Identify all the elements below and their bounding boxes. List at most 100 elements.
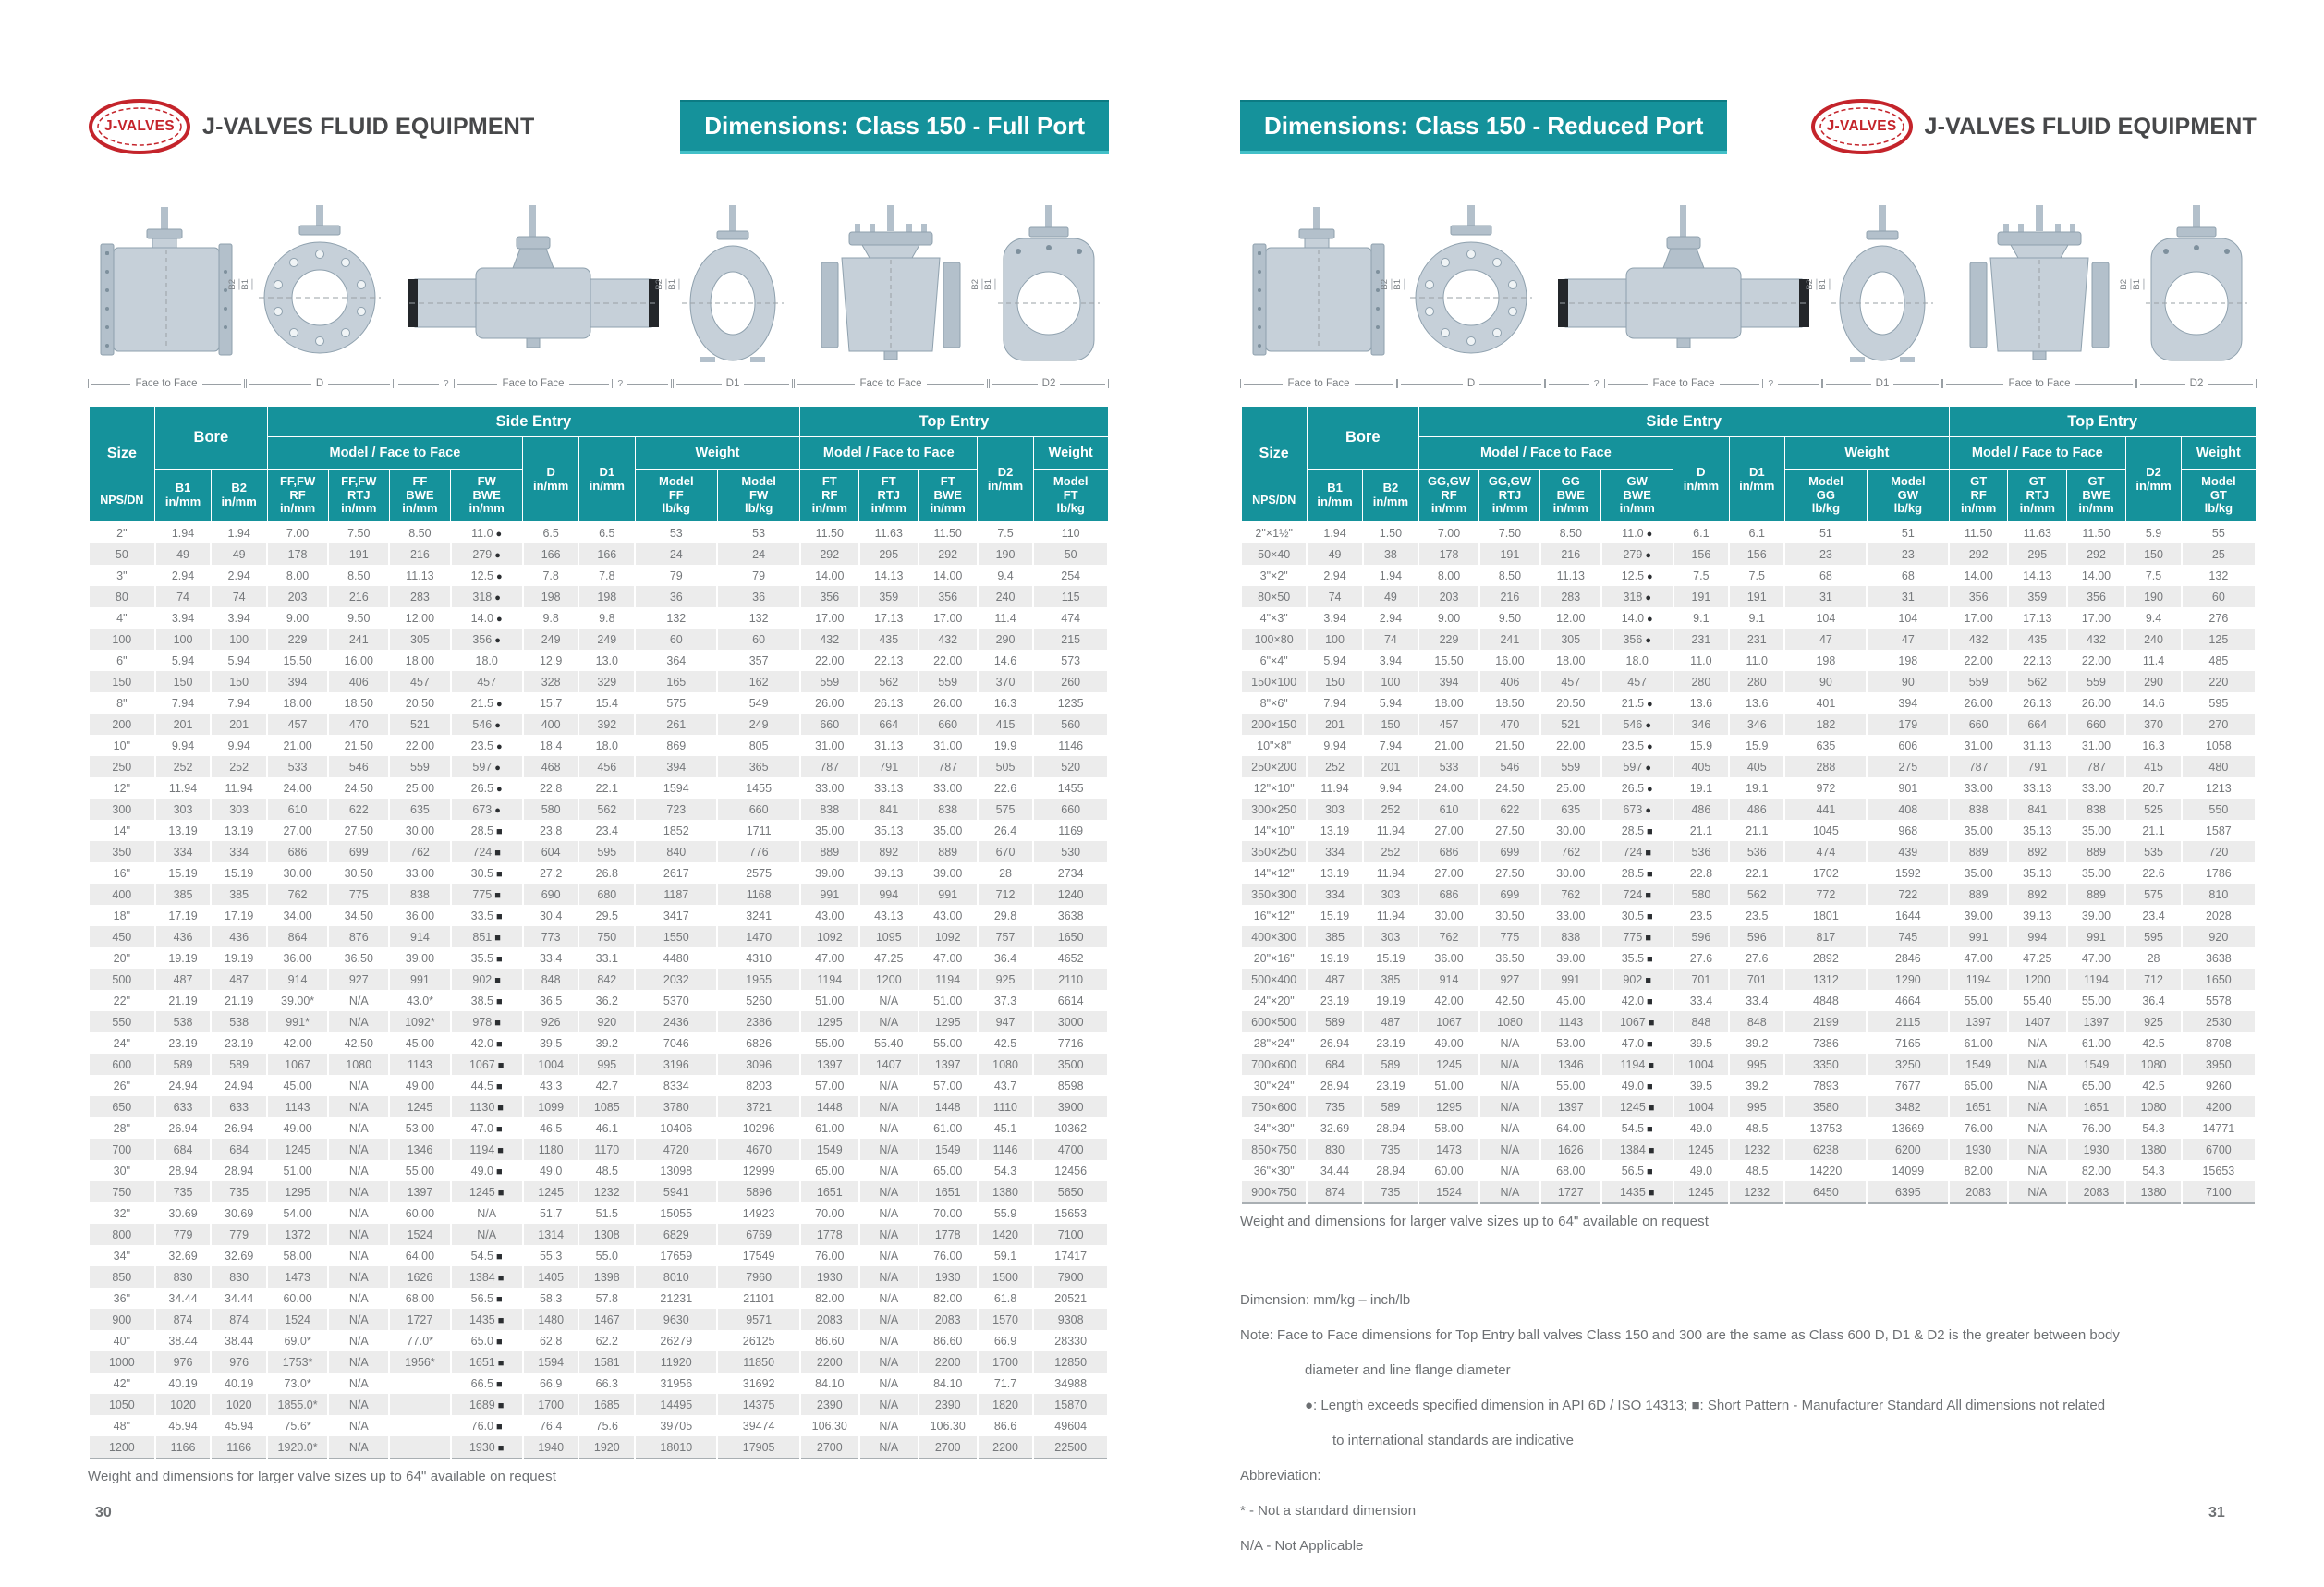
table-cell: 35.13 — [2006, 862, 2068, 884]
table-cell: 2.94 — [153, 565, 213, 586]
table-cell: 1435 ■ — [449, 1309, 524, 1330]
table-cell: 2083 — [798, 1309, 860, 1330]
table-row: 6" 5.94 5.94 15.50 16.00 18.00 18.0 12.9 13.0 364… — [88, 650, 1109, 671]
table-cell: 406 — [327, 671, 391, 692]
table-cell: 9.8 — [521, 607, 580, 629]
table-cell: 357 — [716, 650, 801, 671]
table-cell: 39.00 — [2065, 905, 2127, 926]
table-cell: 457 — [1539, 671, 1602, 692]
table-cell: 3482 — [1866, 1096, 1951, 1117]
logo-text: J-VALVES — [104, 118, 175, 134]
table-cell: 31 — [1783, 586, 1868, 607]
table-cell: 1594 — [634, 777, 719, 799]
table-cell: 39.2 — [1728, 1032, 1786, 1054]
table-cell: 334 — [210, 841, 268, 862]
table-cell: 533 — [265, 756, 330, 777]
short-pattern-marker-icon: ■ — [497, 1102, 504, 1114]
table-cell: 55.00 — [798, 1032, 860, 1054]
table-cell: 47.00 — [2065, 947, 2127, 969]
header-cell: Top Entry — [1948, 406, 2257, 437]
table-cell: 1110 — [976, 1096, 1035, 1117]
table-cell: N/A — [327, 1394, 391, 1415]
table-cell: 1397 — [388, 1181, 452, 1202]
table-cell: 521 — [1539, 714, 1602, 735]
table-cell: 68.00 — [1539, 1160, 1602, 1181]
table-cell: 364 — [634, 650, 719, 671]
exceeds-length-marker-icon: ● — [494, 634, 501, 646]
table-footnote: Weight and dimensions for larger valve s… — [1240, 1214, 1709, 1229]
table-cell: 1092* — [388, 1011, 452, 1032]
table-cell: 11.50 — [798, 521, 860, 543]
table-cell: 39.5 — [1672, 1075, 1731, 1096]
table-cell: 46.1 — [578, 1117, 637, 1139]
table-cell: 690 — [521, 884, 580, 905]
table-cell: 575 — [634, 692, 719, 714]
table-cell: 5.94 — [1306, 650, 1364, 671]
bore-dim-label: B2 — [654, 279, 667, 290]
table-cell: 28"×24" — [1239, 1032, 1308, 1054]
table-cell: 79 — [634, 565, 719, 586]
table-cell: 1651 — [798, 1181, 860, 1202]
table-cell: 1146 — [1032, 735, 1109, 756]
table-row: 3" 2.94 2.94 8.00 8.50 11.13 12.5 ● 7.8 7.8 79 79 14… — [88, 565, 1109, 586]
table-cell: 45.94 — [210, 1415, 268, 1436]
table-cell: 2.94 — [1361, 607, 1420, 629]
table-cell: 21231 — [634, 1288, 719, 1309]
table-cell: 34.44 — [1306, 1160, 1364, 1181]
short-pattern-marker-icon: ■ — [1647, 1123, 1653, 1135]
table-cell: 787 — [1948, 756, 2009, 777]
table-cell: 1314 — [521, 1224, 580, 1245]
table-cell: 30"×24" — [1239, 1075, 1308, 1096]
table-cell: 15870 — [1032, 1394, 1109, 1415]
table-cell: N/A — [327, 1096, 391, 1117]
table-cell: 7.5 — [1672, 565, 1731, 586]
table-row: 28"×24" 26.94 23.19 49.00 N/A 53.00 47.0 ■ 39.5 3… — [1239, 1032, 2257, 1054]
table-cell: 1685 — [578, 1394, 637, 1415]
table-cell: 597 ● — [1600, 756, 1674, 777]
table-cell: 30.50 — [1478, 905, 1541, 926]
table-cell: 29.5 — [578, 905, 637, 926]
table-cell: 1245 ■ — [449, 1181, 524, 1202]
short-pattern-marker-icon: ■ — [497, 1399, 505, 1411]
table-cell: 1080 — [327, 1054, 391, 1075]
table-cell: 132 — [2180, 565, 2257, 586]
table-cell: 699 — [327, 841, 391, 862]
table-cell: 684 — [210, 1139, 268, 1160]
table-cell: 6.5 — [521, 521, 580, 543]
table-cell: 8.50 — [1539, 521, 1602, 543]
table-row: 1200 1166 1166 1920.0* N/A 1930 ■ 1940 1920 18010… — [88, 1436, 1109, 1459]
table-cell: 252 — [153, 756, 213, 777]
table-cell: 775 — [1478, 926, 1541, 947]
header-cell: Model GT lb/kg — [2181, 469, 2257, 522]
table-cell: 51.00 — [1418, 1075, 1480, 1096]
table-row: 80 74 74 203 216 283 318 ● 198 198 36 36 356 359 356 24… — [88, 586, 1109, 607]
table-cell: 7165 — [1866, 1032, 1951, 1054]
table-cell: 24 — [634, 543, 719, 565]
table-row: 48" 45.94 45.94 75.6* N/A 76.0 ■ 76.4 75.6 39705 3… — [88, 1415, 1109, 1436]
table-cell: N/A — [327, 1139, 391, 1160]
exceeds-length-marker-icon: ● — [1645, 549, 1651, 561]
table-cell: 22.1 — [578, 777, 637, 799]
table-cell: 5941 — [634, 1181, 719, 1202]
table-cell: 15.9 — [1672, 735, 1731, 756]
table-cell: 54.3 — [976, 1160, 1035, 1181]
table-cell: 6.1 — [1672, 521, 1731, 543]
caption-label: D2 — [2189, 378, 2204, 389]
table-cell: 35.00 — [1948, 862, 2009, 884]
table-cell: 60 — [2180, 586, 2257, 607]
table-cell: 20.50 — [1539, 692, 1602, 714]
table-cell: 38.5 ■ — [449, 990, 524, 1011]
table-cell: 2200 — [976, 1436, 1035, 1459]
exceeds-length-marker-icon: ● — [1647, 698, 1653, 710]
table-cell: 559 — [798, 671, 860, 692]
table-cell: 5.94 — [1361, 692, 1420, 714]
bore-dim-label: B2 — [970, 279, 983, 290]
table-cell: 1473 — [1418, 1139, 1480, 1160]
bore-dim-label: B2 — [2119, 279, 2132, 290]
table-cell: 69.0* — [265, 1330, 330, 1351]
table-cell: 1407 — [858, 1054, 919, 1075]
table-cell: 385 — [153, 884, 213, 905]
table-cell: 252 — [1306, 756, 1364, 777]
table-cell — [388, 1373, 452, 1394]
table-cell: 11.94 — [1361, 862, 1420, 884]
